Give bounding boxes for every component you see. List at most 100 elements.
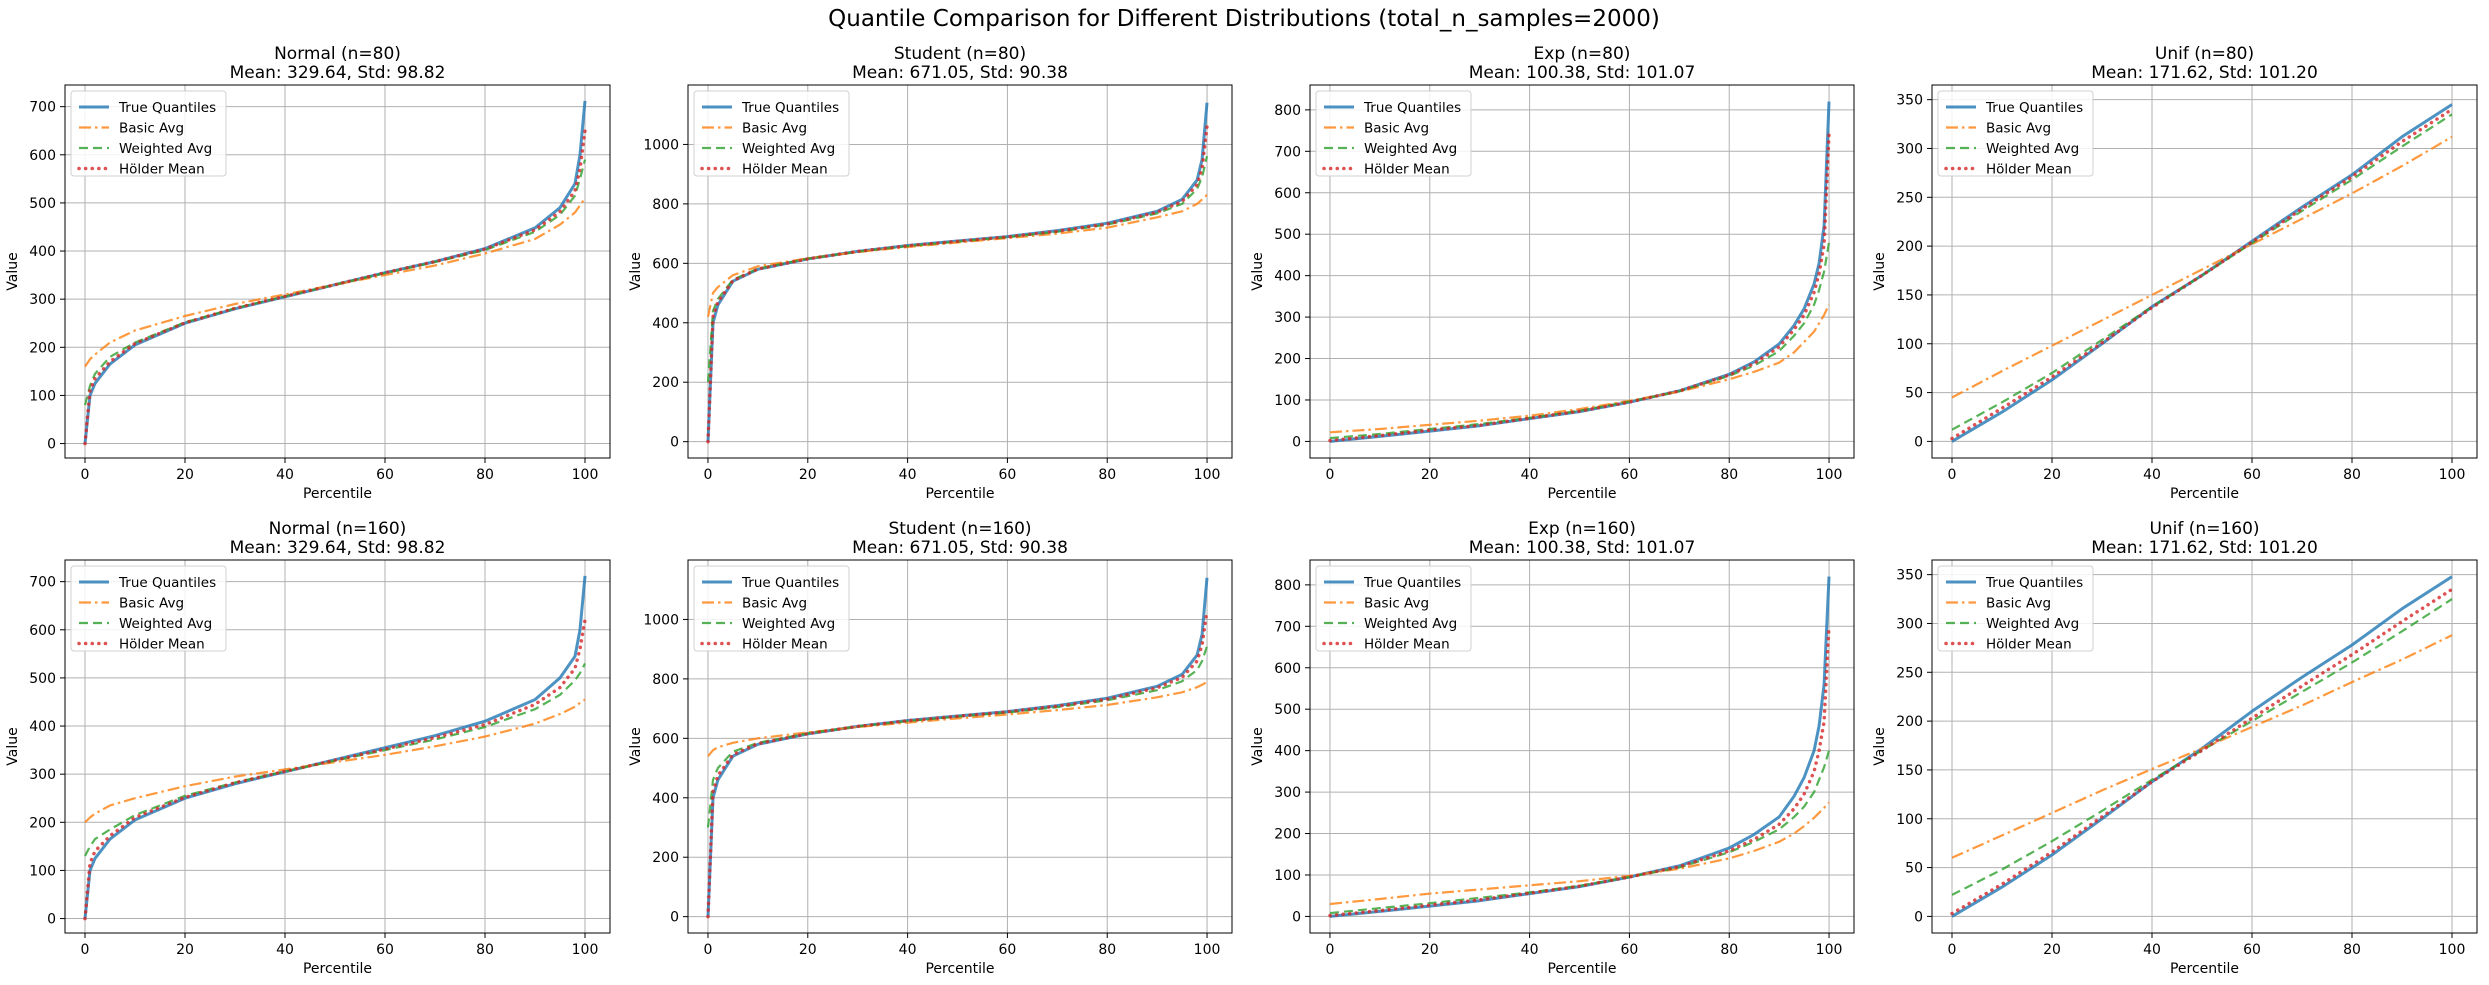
legend-label: True Quantiles xyxy=(118,100,216,116)
y-axis-label: Value xyxy=(628,727,644,765)
legend-box xyxy=(693,565,850,652)
y-tick-label: 600 xyxy=(1274,186,1301,202)
x-tick-label: 40 xyxy=(1521,467,1539,483)
x-tick-label: 100 xyxy=(1816,942,1843,958)
x-axis-label: Percentile xyxy=(925,961,994,977)
y-tick-label: 100 xyxy=(1274,393,1301,409)
y-tick-label: 200 xyxy=(29,815,56,831)
legend-label: Basic Avg xyxy=(1364,596,1429,612)
axes-frame xyxy=(64,84,611,459)
y-axis-label: Value xyxy=(1872,252,1888,290)
x-tick-label: 0 xyxy=(704,467,713,483)
x-tick-label: 60 xyxy=(998,942,1016,958)
y-tick-label: 0 xyxy=(47,912,56,928)
legend-label: Basic Avg xyxy=(1986,596,2051,612)
axes-frame xyxy=(1931,559,2478,934)
x-tick-label: 100 xyxy=(1194,467,1221,483)
subplot-3: 0 20 40 60 80 100 0 100 200 300 400 500 600 700 800 Exp… xyxy=(1250,44,1855,502)
legend-label: Weighted Avg xyxy=(1364,141,1457,157)
x-tick-label: 60 xyxy=(998,467,1016,483)
y-tick-label: 800 xyxy=(1274,103,1301,119)
y-tick-label: 100 xyxy=(1896,337,1923,353)
x-tick-label: 20 xyxy=(799,942,817,958)
series-line-h-lder-mean xyxy=(1950,107,2454,441)
series-line-h-lder-mean xyxy=(706,124,1209,444)
axes-frame xyxy=(1309,84,1855,459)
x-tick-label: 20 xyxy=(2043,942,2061,958)
legend-label: Basic Avg xyxy=(119,596,184,612)
x-axis-label: Percentile xyxy=(303,486,372,502)
x-tick-label: 0 xyxy=(1326,467,1335,483)
y-tick-label: 50 xyxy=(1905,861,1923,877)
subplot-title: Normal (n=160) xyxy=(269,519,407,539)
x-tick-label: 60 xyxy=(1620,467,1638,483)
y-tick-label: 500 xyxy=(1274,702,1301,718)
subplot-subtitle: Mean: 329.64, Std: 98.82 xyxy=(230,63,446,83)
series-line-weighted-avg xyxy=(1951,113,2453,431)
x-tick-label: 0 xyxy=(1948,942,1957,958)
y-tick-label: 300 xyxy=(1896,616,1923,632)
subplot-subtitle: Mean: 100.38, Std: 101.07 xyxy=(1469,538,1696,558)
legend-box xyxy=(693,90,850,177)
subplot-title: Exp (n=160) xyxy=(1528,519,1636,539)
y-tick-label: 800 xyxy=(1274,578,1301,594)
y-tick-label: 300 xyxy=(1274,310,1301,326)
legend-box xyxy=(70,565,227,652)
axes-frame xyxy=(687,559,1233,934)
x-tick-label: 80 xyxy=(1720,942,1738,958)
y-tick-label: 400 xyxy=(1274,269,1301,285)
legend-label: Basic Avg xyxy=(742,121,807,137)
subplot-subtitle: Mean: 171.62, Std: 101.20 xyxy=(2091,63,2318,83)
legend-box xyxy=(1315,565,1472,652)
legend-label: True Quantiles xyxy=(1363,100,1461,116)
subplot-1: 0 20 40 60 80 100 0 100 200 300 400 500 600 700 Normal… xyxy=(5,44,611,502)
x-tick-label: 60 xyxy=(376,467,394,483)
series-line-weighted-avg xyxy=(706,156,1209,383)
y-tick-label: 200 xyxy=(652,375,679,391)
y-axis-label: Value xyxy=(628,252,644,290)
legend-box xyxy=(70,90,227,177)
legend-box xyxy=(1937,565,2094,652)
y-tick-label: 800 xyxy=(652,672,679,688)
x-tick-label: 100 xyxy=(1816,467,1843,483)
y-tick-label: 400 xyxy=(652,316,679,332)
legend-label: Hölder Mean xyxy=(1986,162,2072,178)
y-tick-label: 150 xyxy=(1896,763,1923,779)
x-tick-label: 20 xyxy=(176,942,194,958)
subplot-5: 0 20 40 60 80 100 0 100 200 300 400 500 600 700 Normal… xyxy=(5,519,611,977)
x-tick-label: 20 xyxy=(1421,942,1439,958)
y-tick-label: 500 xyxy=(29,196,56,212)
legend-label: Weighted Avg xyxy=(742,616,835,632)
legend-label: Weighted Avg xyxy=(742,141,835,157)
x-axis-label: Percentile xyxy=(2170,486,2239,502)
y-tick-label: 200 xyxy=(652,850,679,866)
y-tick-label: 200 xyxy=(1896,714,1923,730)
x-tick-label: 0 xyxy=(81,942,90,958)
y-tick-label: 600 xyxy=(29,148,56,164)
y-axis-label: Value xyxy=(5,727,21,765)
legend-label: Hölder Mean xyxy=(119,162,205,178)
y-tick-label: 200 xyxy=(1274,352,1301,368)
x-tick-label: 20 xyxy=(2043,467,2061,483)
series-line-true-quantiles xyxy=(1329,576,1831,918)
legend-label: Hölder Mean xyxy=(742,162,828,178)
subplot-8: 0 20 40 60 80 100 0 50 100 150 200 250 300 350 Unif (n… xyxy=(1872,519,2478,977)
y-tick-label: 500 xyxy=(29,671,56,687)
y-tick-label: 800 xyxy=(652,197,679,213)
subplot-subtitle: Mean: 671.05, Std: 90.38 xyxy=(852,63,1068,83)
x-tick-label: 40 xyxy=(1521,942,1539,958)
legend: True Quantiles Basic Avg Weighted Avg Hölde… xyxy=(693,90,850,178)
legend-box xyxy=(1315,90,1472,177)
y-tick-label: 600 xyxy=(652,731,679,747)
series-line-basic-avg xyxy=(84,698,586,824)
series-line-basic-avg xyxy=(84,197,586,368)
legend-label: True Quantiles xyxy=(1363,575,1461,591)
series-line-weighted-avg xyxy=(706,645,1209,828)
y-tick-label: 400 xyxy=(652,791,679,807)
series-line-h-lder-mean xyxy=(706,608,1209,919)
y-tick-label: 150 xyxy=(1896,288,1923,304)
x-tick-label: 20 xyxy=(176,467,194,483)
y-tick-label: 500 xyxy=(1274,227,1301,243)
x-axis-label: Percentile xyxy=(1547,486,1616,502)
y-tick-label: 0 xyxy=(47,437,56,453)
